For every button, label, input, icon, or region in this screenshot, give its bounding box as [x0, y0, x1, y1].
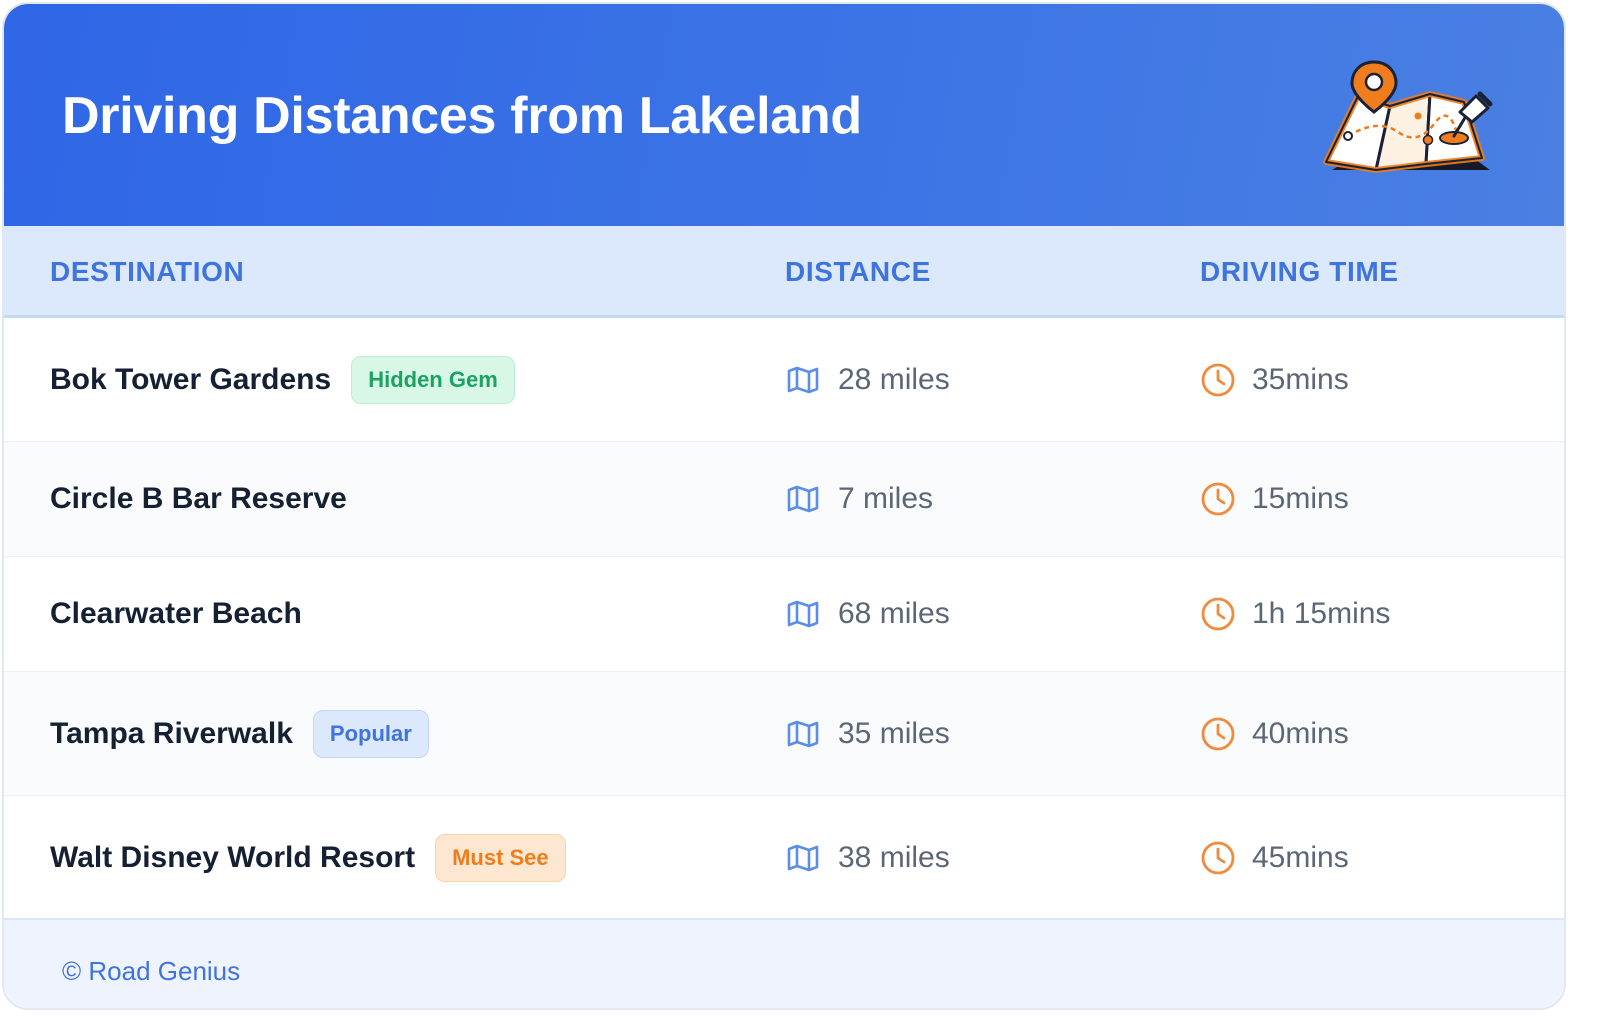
column-header-destination[interactable]: DESTINATION	[50, 256, 245, 287]
map-icon	[786, 484, 820, 514]
map-icon	[786, 843, 820, 873]
destination-name: Walt Disney World Resort	[50, 840, 416, 874]
popular-badge: Popular	[312, 709, 429, 758]
page-title: Driving Distances from Lakeland	[62, 87, 862, 145]
driving-time-value: 35mins	[1252, 362, 1349, 396]
copyright-credit[interactable]: © Road Genius	[62, 956, 241, 986]
header-banner: Driving Distances from Lakeland	[4, 4, 1564, 226]
map-icon	[786, 365, 820, 395]
table-row: Walt Disney World Resort Must See 38 mil…	[4, 796, 1564, 919]
destination-name: Tampa Riverwalk	[50, 716, 293, 750]
must-see-badge: Must See	[435, 833, 566, 882]
clock-icon	[1200, 362, 1236, 398]
hidden-gem-badge: Hidden Gem	[351, 355, 515, 404]
destination-name: Clearwater Beach	[50, 597, 302, 630]
map-icon	[786, 719, 820, 749]
table-row: Tampa Riverwalk Popular 35 miles 40mins	[4, 672, 1564, 796]
clock-icon	[1200, 840, 1236, 876]
driving-time-value: 40mins	[1252, 716, 1349, 750]
table-row: Bok Tower Gardens Hidden Gem 28 miles 35…	[4, 318, 1564, 442]
map-icon	[786, 599, 820, 629]
distance-value: 38 miles	[838, 840, 950, 874]
table-row: Clearwater Beach 68 miles 1h 15mins	[4, 557, 1564, 672]
footer: © Road Genius	[4, 918, 1564, 1008]
driving-time-value: 1h 15mins	[1252, 597, 1391, 630]
folded-map-with-pins-icon	[1323, 60, 1493, 173]
table-body: Bok Tower Gardens Hidden Gem 28 miles 35…	[4, 318, 1564, 919]
distance-table-card: Driving Distances from Lakeland	[2, 2, 1566, 1010]
column-header-driving-time[interactable]: DRIVING TIME	[1200, 256, 1399, 287]
distance-value: 7 miles	[838, 482, 934, 515]
destination-name: Circle B Bar Reserve	[50, 482, 347, 515]
distance-value: 28 miles	[838, 362, 950, 396]
clock-icon	[1200, 716, 1236, 752]
clock-icon	[1200, 481, 1236, 517]
column-header-distance[interactable]: DISTANCE	[785, 256, 931, 287]
driving-time-value: 45mins	[1252, 840, 1349, 874]
distance-value: 68 miles	[838, 597, 950, 630]
destination-name: Bok Tower Gardens	[50, 362, 332, 396]
clock-icon	[1200, 596, 1236, 632]
distance-value: 35 miles	[838, 716, 950, 750]
table-row: Circle B Bar Reserve 7 miles 15mins	[4, 442, 1564, 557]
driving-time-value: 15mins	[1252, 482, 1349, 515]
table-header: DESTINATION DISTANCE DRIVING TIME	[4, 226, 1564, 318]
